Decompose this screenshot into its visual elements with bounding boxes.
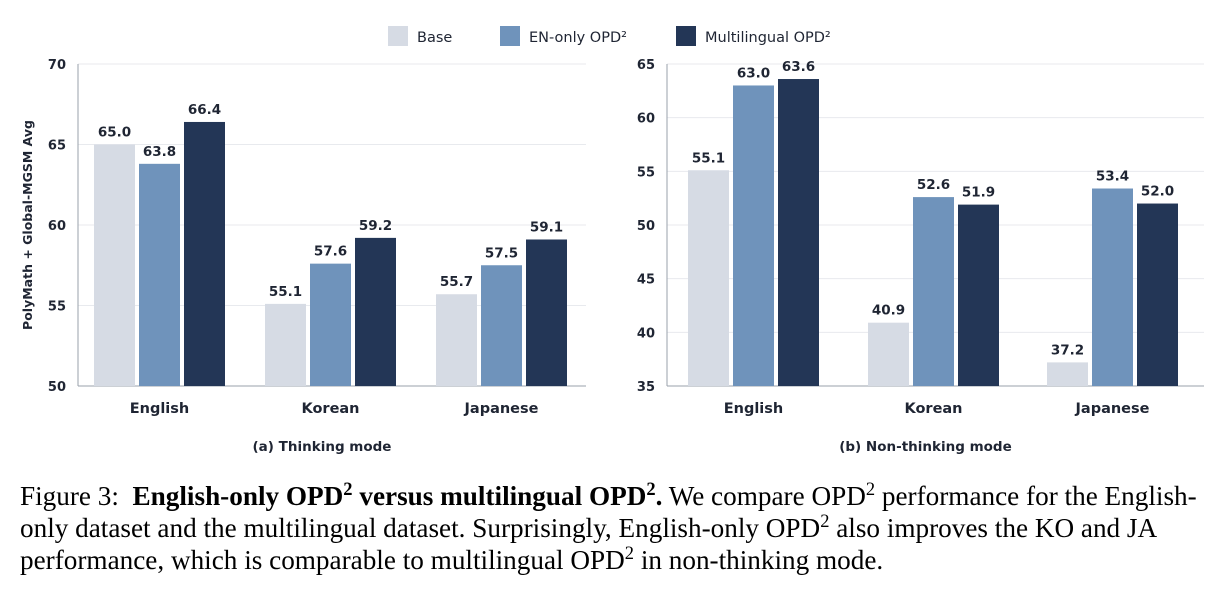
y-tick-label: 50 (48, 380, 66, 395)
x-tick-label-korean: Korean (904, 401, 962, 417)
bar-english-en-only-opd (733, 85, 774, 386)
legend: Base EN-only OPD² Multilingual OPD² (388, 26, 831, 46)
bar-japanese-multilingual-opd (526, 239, 567, 386)
data-label-japanese-base: 37.2 (1051, 342, 1084, 358)
bar-japanese-en-only-opd (481, 265, 522, 386)
y-tick-label: 60 (48, 219, 66, 234)
bar-japanese-base (436, 294, 477, 386)
legend-swatch-multilingual-opd (676, 26, 696, 46)
bar-english-multilingual-opd (778, 79, 819, 386)
legend-label-base: Base (417, 30, 452, 46)
legend-swatch-base (388, 26, 408, 46)
data-label-korean-en-only-opd: 52.6 (917, 177, 950, 193)
subplot-title: (a) Thinking mode (253, 439, 392, 455)
bar-korean-base (868, 322, 909, 386)
y-tick-label: 50 (637, 219, 655, 234)
data-label-japanese-en-only-opd: 53.4 (1096, 169, 1129, 185)
chart-non-thinking-mode: 35 40 45 50 55 60 65 55.1 63.0 63.6 English 40.9 52.… (637, 58, 1204, 455)
bar-korean-base (265, 303, 306, 386)
data-label-english-multilingual-opd: 66.4 (188, 102, 221, 118)
y-tick-label: 35 (637, 380, 655, 395)
chart-thinking-mode: 50 55 60 65 70 65.0 63.8 66.4 English 55.1 57.6 59.… (20, 58, 586, 455)
data-label-english-en-only-opd: 63.0 (737, 65, 770, 81)
x-tick-label-english: English (130, 401, 190, 417)
y-tick-label: 40 (637, 326, 655, 341)
legend-swatch-en-only-opd (500, 26, 520, 46)
bar-japanese-base (1047, 362, 1088, 386)
figure: Base EN-only OPD² Multilingual OPD² 50 55 60… (20, 26, 1204, 455)
legend-label-en-only-opd: EN-only OPD² (529, 30, 627, 46)
y-tick-label: 55 (637, 165, 655, 180)
caption-label: Figure 3: (20, 481, 119, 511)
bar-japanese-multilingual-opd (1137, 203, 1178, 386)
y-tick-label: 65 (637, 58, 655, 73)
data-label-korean-multilingual-opd: 59.2 (359, 218, 392, 234)
data-label-japanese-multilingual-opd: 52.0 (1141, 184, 1174, 200)
y-tick-label: 55 (48, 300, 66, 315)
data-label-english-en-only-opd: 63.8 (143, 144, 176, 160)
bar-korean-multilingual-opd (958, 204, 999, 386)
y-tick-label: 45 (637, 273, 655, 288)
bar-korean-en-only-opd (310, 263, 351, 386)
y-axis-label: PolyMath + Global-MGSM Avg (20, 120, 35, 330)
caption-bold-title: English-only OPD2 versus multilingual OP… (132, 478, 663, 511)
data-label-english-base: 55.1 (692, 150, 725, 166)
figure-caption: Figure 3: English-only OPD2 versus multi… (20, 478, 1197, 575)
bar-english-multilingual-opd (184, 121, 225, 387)
data-label-korean-multilingual-opd: 51.9 (962, 185, 995, 201)
bar-japanese-en-only-opd (1092, 188, 1133, 386)
bar-english-base (688, 170, 729, 386)
y-tick-label: 60 (637, 112, 655, 127)
bar-korean-multilingual-opd (355, 237, 396, 386)
y-tick-label: 65 (48, 139, 66, 154)
data-label-japanese-base: 55.7 (440, 274, 473, 290)
subplot-title: (b) Non-thinking mode (839, 439, 1012, 455)
x-tick-label-english: English (724, 401, 784, 417)
data-label-korean-base: 40.9 (872, 303, 905, 319)
bar-korean-en-only-opd (913, 197, 954, 386)
data-label-korean-en-only-opd: 57.6 (314, 244, 347, 260)
data-label-japanese-en-only-opd: 57.5 (485, 245, 518, 261)
data-label-japanese-multilingual-opd: 59.1 (530, 219, 563, 235)
x-tick-label-japanese: Japanese (464, 401, 539, 417)
data-label-english-base: 65.0 (98, 125, 131, 141)
data-label-english-multilingual-opd: 63.6 (782, 59, 815, 75)
bar-english-base (94, 144, 135, 386)
y-tick-label: 70 (48, 58, 66, 73)
legend-label-multilingual-opd: Multilingual OPD² (705, 30, 831, 46)
x-tick-label-japanese: Japanese (1075, 401, 1150, 417)
data-label-korean-base: 55.1 (269, 284, 302, 300)
bar-english-en-only-opd (139, 163, 180, 386)
x-tick-label-korean: Korean (301, 401, 359, 417)
